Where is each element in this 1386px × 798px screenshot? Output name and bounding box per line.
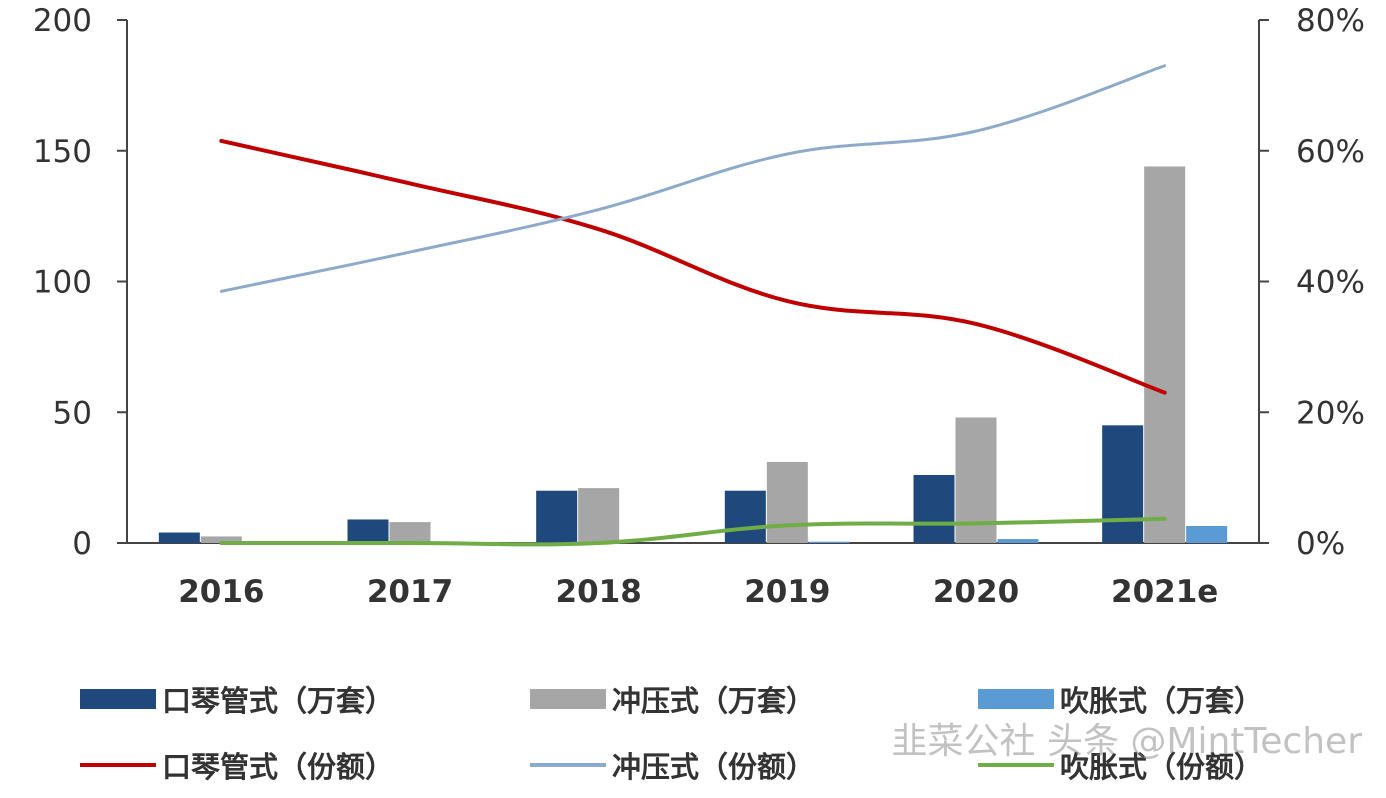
right-axis-tick-label: 40% [1296, 265, 1365, 301]
bar [724, 490, 766, 543]
chart: 0 50 100 150 200 0% 20% 40% 60% 80% 2016 2017 2018 20… [33, 3, 1365, 610]
bar [158, 532, 200, 543]
watermark: 韭菜公社 头条 @MintTecher [891, 721, 1362, 762]
legend-swatch [80, 763, 156, 767]
series-line [219, 516, 1167, 547]
bar [997, 539, 1039, 543]
legend-item-blown-share: 吹胀式（份额） [978, 740, 1263, 790]
right-axis-tick-label: 20% [1296, 395, 1365, 431]
bar [1186, 526, 1228, 543]
legend-swatch [978, 689, 1054, 709]
legend-item-stamped-units: 冲压式（万套） [530, 674, 815, 724]
bar [536, 490, 578, 543]
bar [347, 519, 389, 543]
bar [766, 461, 808, 543]
right-axis-tick-label: 80% [1296, 3, 1365, 39]
legend-swatch [978, 763, 1054, 767]
x-axis-tick-label: 2018 [556, 574, 642, 610]
legend-item-stamped-share: 冲压式（份额） [530, 740, 815, 790]
legend-item-harmonica-units: 口琴管式（万套） [80, 674, 394, 724]
bar [1102, 425, 1144, 543]
bar [200, 536, 242, 543]
left-axis-tick-label: 150 [33, 134, 92, 170]
chart-axes [117, 19, 1269, 544]
right-axis-tick-label: 0% [1296, 526, 1345, 562]
bar [1144, 166, 1186, 543]
legend-swatch [80, 689, 156, 709]
series-line [219, 138, 1167, 395]
bar [578, 488, 620, 543]
x-axis-tick-label: 2016 [178, 574, 264, 610]
legend-label: 口琴管式（万套） [162, 684, 395, 718]
legend-item-harmonica-share: 口琴管式（份额） [80, 740, 394, 790]
chart-lines [219, 64, 1167, 547]
legend-swatch [530, 763, 606, 767]
legend-label: 口琴管式（份额） [162, 750, 395, 784]
chart-tick-labels: 0 50 100 150 200 0% 20% 40% 60% 80% 2016 2017 2018 20… [33, 3, 1365, 610]
x-axis-tick-label: 2019 [744, 574, 830, 610]
legend-label: 冲压式（万套） [612, 684, 816, 718]
right-axis-tick-label: 60% [1296, 134, 1365, 170]
legend-label: 吹胀式（份额） [1060, 750, 1264, 784]
left-axis-tick-label: 50 [53, 395, 92, 431]
x-axis-tick-label: 2020 [933, 574, 1019, 610]
legend-item-blown-units: 吹胀式（万套） [978, 674, 1263, 724]
legend-label: 冲压式（份额） [612, 750, 816, 784]
bar [389, 522, 431, 543]
chart-legend: 口琴管式（万套） 冲压式（万套） 吹胀式（万套） 口琴管式（份额） 冲压式（份额… [0, 660, 1386, 798]
x-axis-tick-label: 2017 [367, 574, 453, 610]
left-axis-tick-label: 100 [33, 265, 92, 301]
legend-label: 吹胀式（万套） [1060, 684, 1264, 718]
left-axis-tick-label: 0 [72, 526, 92, 562]
bar [913, 475, 955, 543]
legend-swatch [530, 689, 606, 709]
left-axis-tick-label: 200 [33, 3, 92, 39]
x-axis-tick-label: 2021e [1111, 574, 1218, 610]
series-line [219, 64, 1167, 293]
bar [808, 541, 850, 543]
